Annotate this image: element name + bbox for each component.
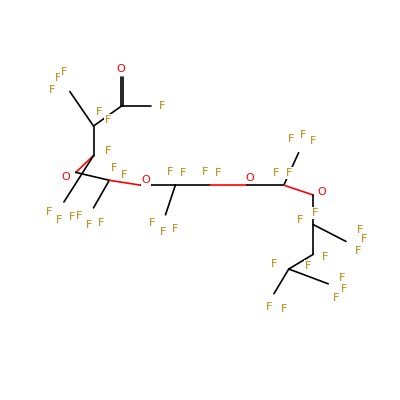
Text: F: F <box>288 134 294 144</box>
Text: F: F <box>281 304 287 314</box>
Text: F: F <box>312 208 318 218</box>
Text: F: F <box>111 164 117 174</box>
Text: F: F <box>271 259 277 269</box>
Text: F: F <box>354 246 361 256</box>
Text: F: F <box>105 115 112 125</box>
Text: F: F <box>96 107 103 117</box>
Text: O: O <box>117 64 126 74</box>
Text: O: O <box>62 172 70 182</box>
Text: F: F <box>266 302 272 312</box>
Text: F: F <box>69 212 75 222</box>
Text: F: F <box>202 167 208 177</box>
Text: F: F <box>305 261 312 271</box>
Text: F: F <box>339 273 345 283</box>
Text: F: F <box>160 226 167 236</box>
Text: F: F <box>333 293 339 303</box>
Text: F: F <box>180 168 186 178</box>
Text: O: O <box>141 175 150 185</box>
Text: O: O <box>317 187 326 197</box>
Text: F: F <box>356 224 363 234</box>
Text: F: F <box>76 211 82 221</box>
Text: F: F <box>98 218 104 228</box>
Text: F: F <box>322 252 328 262</box>
Text: F: F <box>310 136 316 146</box>
Text: F: F <box>167 167 174 177</box>
Text: F: F <box>214 168 221 178</box>
Text: F: F <box>300 130 307 140</box>
Text: F: F <box>273 168 279 178</box>
Text: O: O <box>245 173 254 183</box>
Text: F: F <box>341 284 347 294</box>
Text: F: F <box>148 218 155 228</box>
Text: F: F <box>296 215 303 225</box>
Text: F: F <box>172 224 178 234</box>
Text: F: F <box>46 207 52 217</box>
Text: F: F <box>61 67 67 77</box>
Text: F: F <box>85 220 92 230</box>
Text: F: F <box>121 170 127 180</box>
Text: F: F <box>56 215 62 225</box>
Text: F: F <box>55 73 61 83</box>
Text: F: F <box>49 84 55 94</box>
Text: F: F <box>286 168 292 178</box>
Text: F: F <box>105 146 112 156</box>
Text: F: F <box>360 234 367 244</box>
Text: F: F <box>159 101 166 111</box>
